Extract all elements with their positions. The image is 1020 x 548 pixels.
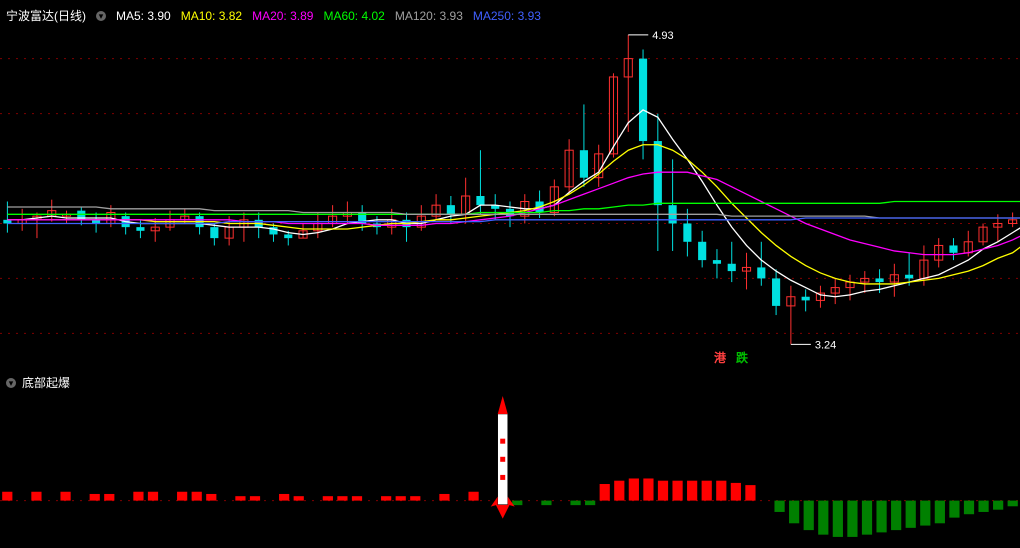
- ma-label-ma5: MA5: 3.90: [116, 9, 171, 23]
- sub-panel-header: ▾ 底部起爆: [6, 374, 70, 391]
- sub-panel-title: 底部起爆: [22, 374, 70, 391]
- sub-indicator-chart[interactable]: [0, 390, 1020, 548]
- ma-label-ma20: MA20: 3.89: [252, 9, 313, 23]
- svg-text:港: 港: [714, 351, 726, 365]
- ma-header: 宁波富达(日线) ▾ MA5: 3.90 MA10: 3.82 MA20: 3.89…: [6, 7, 551, 24]
- collapse-icon[interactable]: ▾: [6, 378, 16, 388]
- ma-label-ma10: MA10: 3.82: [181, 9, 242, 23]
- ma-label-ma120: MA120: 3.93: [395, 9, 463, 23]
- svg-text:3.24: 3.24: [815, 339, 836, 351]
- ma-values: MA5: 3.90 MA10: 3.82 MA20: 3.89 MA60: 4.02 M…: [116, 9, 551, 23]
- ma-label-ma250: MA250: 3.93: [473, 9, 541, 23]
- svg-text:4.93: 4.93: [652, 30, 673, 42]
- ma-label-ma60: MA60: 4.02: [323, 9, 384, 23]
- stock-label: 宁波富达(日线): [6, 7, 86, 24]
- svg-text:跌: 跌: [736, 350, 748, 365]
- collapse-icon[interactable]: ▾: [96, 11, 106, 21]
- main-candlestick-chart[interactable]: 4.93 3.24 港跌: [0, 22, 1020, 370]
